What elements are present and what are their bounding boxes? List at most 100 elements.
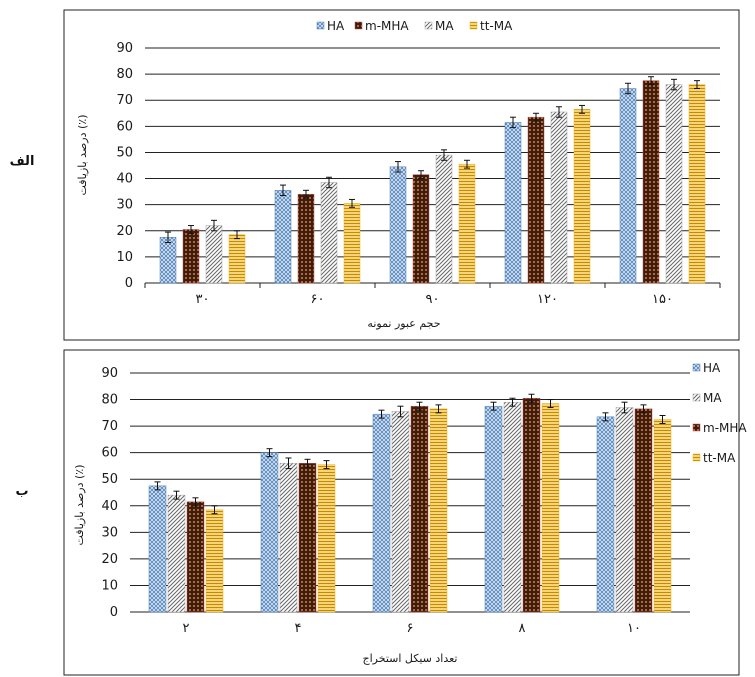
panel-a-legend-label-tt-ma: tt-MA	[480, 19, 513, 33]
panel-a-x-tick-label: ۳۰	[196, 292, 210, 307]
panel-a-x-tick-label: ۱۲۰	[537, 292, 558, 307]
panel-a-bar-tt-ma	[228, 234, 246, 284]
panel-b-bar-ma	[167, 494, 186, 613]
panel-a-legend: HA m-MHA MA tt-MA	[316, 19, 513, 33]
panel-a-bar-ma	[550, 111, 568, 284]
panel-b-legend-swatch-ma	[692, 393, 701, 402]
panel-b-bar-ma	[391, 411, 410, 613]
panel-b-bar-m-mha	[634, 408, 653, 613]
panel-a-bar-m-mha	[642, 80, 660, 284]
panel-a-y-tick-label: 10	[116, 250, 133, 265]
panel-b-y-tick-label: 70	[101, 419, 118, 434]
panel-b-bar-ha	[372, 413, 391, 613]
panel-a-legend-swatch-tt-ma	[469, 21, 478, 30]
panel-a-bar-tt-ma	[343, 203, 361, 284]
panel-b-bar-ma	[503, 401, 522, 613]
panel-a-legend-swatch-m-mha	[354, 21, 363, 30]
panel-a-bar-ma	[665, 84, 683, 284]
panel-a-bar-tt-ma	[458, 163, 476, 284]
panel-b-y-tick-label: 60	[101, 446, 118, 461]
panel-a-bar-m-mha	[412, 174, 430, 284]
panel-a-label: الف	[10, 154, 35, 169]
panel-a-bar-ha	[159, 237, 177, 284]
panel-b-bar-m-mha	[410, 405, 429, 613]
panel-b-legend-label-ha: HA	[703, 361, 721, 375]
panel-b-y-tick-label: 40	[101, 499, 118, 514]
panel-b-bar-m-mha	[186, 501, 205, 613]
panel-a-x-tick-label: ۱۵۰	[652, 292, 673, 307]
panel-b-bar-tt-ma	[429, 408, 448, 613]
panel-b-bars	[148, 393, 672, 613]
panel-b-y-tick-label: 90	[101, 366, 118, 381]
panel-a-y-axis-label: درصد بازیافت (٪)	[76, 114, 89, 195]
panel-b-legend-label-tt-ma: tt-MA	[703, 451, 736, 465]
panel-b-legend-swatch-m-mha	[692, 423, 701, 432]
panel-b-y-tick-label: 30	[101, 525, 118, 540]
panel-a-y-tick-label: 50	[116, 145, 133, 160]
panel-a-y-tick-label: 90	[116, 41, 133, 56]
panel-b-label: ب	[15, 484, 28, 499]
panel-b-bar-ma	[279, 463, 298, 613]
panel-a-bar-ma	[320, 182, 338, 284]
panel-b-legend-label-ma: MA	[703, 391, 722, 405]
panel-b-bar-m-mha	[298, 463, 317, 613]
panel-a-bar-ha	[274, 190, 292, 284]
panel-a-y-tick-label: 20	[116, 224, 133, 239]
panel-b-bar-tt-ma	[205, 509, 224, 613]
panel-b-y-ticks: 0 10 20 30 40 50 60 70 80 90	[101, 366, 118, 620]
panel-b-y-axis-label: درصد بازیافت (٪)	[73, 464, 86, 545]
panel-a-bar-tt-ma	[688, 84, 706, 284]
panel-b-bar-ma	[615, 407, 634, 613]
panel-b-x-tick-label: ۸	[519, 621, 526, 636]
panel-b-gridlines	[130, 372, 690, 613]
panel-b-x-ticks: ۲ ۴ ۶ ۸ ۱۰	[183, 621, 641, 636]
panel-a-legend-swatch-ma	[424, 21, 433, 30]
panel-a-bars	[159, 76, 706, 284]
panel-b-y-tick-label: 20	[101, 552, 118, 567]
panel-a-y-tick-label: 60	[116, 119, 133, 134]
panel-a-y-tick-label: 0	[125, 276, 133, 291]
panel-a-y-ticks: 0 10 20 30 40 50 60 70 80 90	[116, 41, 133, 291]
panel-b-bar-ha	[596, 416, 615, 613]
panel-a-x-tick-label: ۹۰	[426, 292, 440, 307]
panel-b-x-tick-label: ۲	[183, 621, 190, 636]
panel-a-legend-label-ha: HA	[327, 19, 345, 33]
panel-b-bar-m-mha	[522, 397, 541, 613]
panel-a-bar-m-mha	[297, 193, 315, 284]
panel-a-legend-label-m-mha: m-MHA	[365, 19, 409, 33]
panel-b-legend: HA MA m-MHA tt-MA	[692, 361, 747, 465]
panel-a-x-tick-label: ۶۰	[311, 292, 325, 307]
panel-a-bar-ha	[504, 122, 522, 284]
panel-b-legend-swatch-ha	[692, 363, 701, 372]
panel-a-bar-ma	[205, 225, 223, 284]
panel-a-bar-m-mha	[182, 229, 200, 284]
panel-b-legend-swatch-tt-ma	[692, 453, 701, 462]
panel-b-y-tick-label: 80	[101, 393, 118, 408]
panel-b-x-axis-label: تعداد سیکل استخراج	[363, 652, 458, 665]
panel-b-x-tick-label: ۱۰	[627, 621, 641, 636]
chart-panel-b: ب درصد بازیافت (٪) تعداد سیکل استخراج 0 1…	[15, 349, 747, 676]
panel-b-bar-ha	[148, 485, 167, 613]
panel-a-bar-ha	[619, 88, 637, 284]
panel-b-bar-tt-ma	[317, 464, 336, 613]
panel-a-y-tick-label: 70	[116, 93, 133, 108]
panel-a-bar-tt-ma	[573, 109, 591, 284]
panel-b-legend-label-m-mha: m-MHA	[703, 421, 747, 435]
panel-b-x-tick-label: ۴	[295, 621, 302, 636]
panel-b-x-tick-label: ۶	[407, 621, 414, 636]
panel-a-bar-ma	[435, 154, 453, 284]
chart-panel-a: الف درصد بازیافت (٪) حجم عبور نمونه 0 10 2…	[10, 9, 740, 341]
panel-b-y-tick-label: 50	[101, 472, 118, 487]
panel-a-x-axis-label: حجم عبور نمونه	[367, 317, 440, 330]
panel-b-bar-tt-ma	[653, 419, 672, 613]
panel-b-y-tick-label: 0	[110, 605, 118, 620]
panel-b-y-tick-label: 10	[101, 578, 118, 593]
panel-a-y-tick-label: 80	[116, 67, 133, 82]
panel-a-x-ticks: ۳۰ ۶۰ ۹۰ ۱۲۰ ۱۵۰	[144, 283, 721, 307]
panel-a-y-tick-label: 40	[116, 172, 133, 187]
panel-a-y-tick-label: 30	[116, 198, 133, 213]
panel-a-legend-label-ma: MA	[435, 19, 454, 33]
panel-b-bar-ha	[260, 452, 279, 613]
panel-a-bar-ha	[389, 166, 407, 284]
